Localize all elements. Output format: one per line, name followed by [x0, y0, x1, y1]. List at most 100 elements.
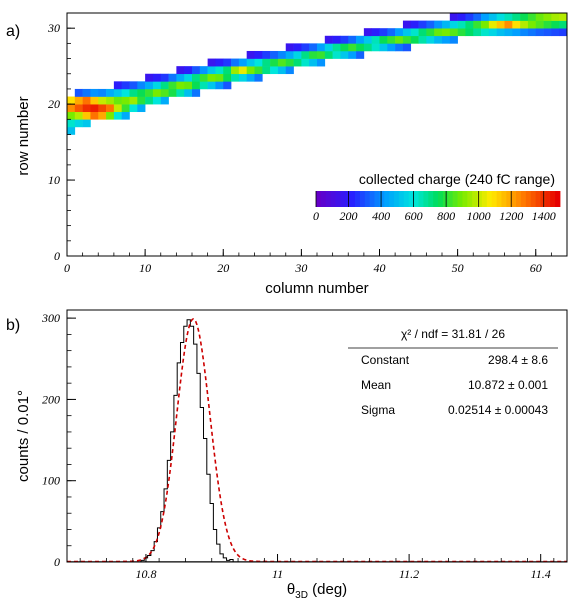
- panel-b-label: b): [6, 317, 20, 334]
- heatmap-cell: [543, 13, 552, 21]
- heatmap-cell: [488, 28, 497, 37]
- heatmap-cell: [254, 66, 263, 75]
- y-tick-label: 200: [42, 392, 60, 406]
- heatmap-cell: [277, 66, 287, 75]
- heatmap-cell: [184, 81, 193, 90]
- heatmap-cell: [496, 20, 505, 29]
- heatmap-cell: [121, 96, 130, 105]
- heatmap-cell: [98, 96, 107, 105]
- heatmap-cell: [152, 81, 162, 90]
- heatmap-cell: [74, 88, 83, 97]
- heatmap-cell: [496, 28, 505, 37]
- heatmap-cell: [67, 104, 76, 113]
- stats-sigma-label: Sigma: [361, 403, 395, 417]
- heatmap-cell: [379, 35, 388, 44]
- heatmap-cell: [137, 88, 146, 97]
- x-tick-label: 20: [217, 261, 229, 275]
- heatmap-cell: [121, 111, 130, 120]
- heatmap-cell: [238, 58, 247, 67]
- heatmap-cell: [168, 73, 177, 82]
- heatmap-cell: [152, 96, 162, 105]
- heatmap-cell: [535, 13, 544, 21]
- heatmap-cell: [449, 35, 458, 44]
- heatmap-cell: [129, 81, 138, 90]
- heatmap-cell: [82, 96, 91, 105]
- heatmap-cell: [520, 20, 529, 29]
- palette-swatch: [555, 191, 561, 207]
- heatmap-cell: [402, 28, 412, 37]
- heatmap-cell: [192, 88, 201, 97]
- heatmap-cell: [262, 50, 271, 59]
- histogram-outline: [140, 319, 234, 562]
- palette-swatch: [403, 191, 410, 207]
- stats-mean-label: Mean: [361, 378, 391, 392]
- heatmap-cell: [160, 96, 169, 105]
- heatmap-cell: [512, 20, 521, 29]
- heatmap-cell: [137, 96, 146, 105]
- palette-tick-label: 400: [372, 209, 390, 223]
- heatmap-cell: [176, 73, 185, 82]
- heatmap-cell: [465, 13, 474, 21]
- heatmap-cell: [371, 43, 380, 52]
- x-tick-label: 10: [139, 261, 151, 275]
- heatmap-cell: [246, 50, 255, 59]
- heatmap-cell: [442, 35, 451, 44]
- palette-ticks: 0 200 400 600 800 1000 1200 1400: [313, 191, 556, 223]
- heatmap-cell: [434, 28, 443, 37]
- heatmap-cell: [82, 111, 91, 120]
- heatmap-cell: [457, 13, 466, 21]
- heatmap-cells: [67, 13, 568, 135]
- heatmap-cell: [481, 28, 490, 37]
- heatmap-cell: [512, 13, 521, 21]
- heatmap-cell: [496, 13, 505, 21]
- palette-swatch: [506, 191, 512, 207]
- heatmap-y-ticks: 0 10 20 30: [47, 12, 75, 263]
- heatmap-cell: [293, 50, 302, 59]
- heatmap-x-ticks: 0 10 20 30 40 50 60: [64, 249, 568, 275]
- heatmap-cell: [473, 13, 482, 21]
- heatmap-cell: [293, 43, 302, 52]
- heatmap-cell: [379, 43, 388, 52]
- heatmap-cell: [488, 13, 497, 21]
- palette-swatch: [525, 191, 532, 207]
- heatmap-cell: [215, 58, 224, 67]
- heatmap-cell: [559, 20, 568, 29]
- heatmap-cell: [67, 111, 76, 120]
- heatmap-cell: [410, 35, 419, 44]
- heatmap-cell: [176, 66, 185, 75]
- heatmap-cell: [199, 81, 208, 90]
- heatmap-cell: [348, 43, 357, 52]
- heatmap-cell: [160, 88, 169, 97]
- palette-swatches: [316, 191, 561, 207]
- heatmap-cell: [402, 43, 412, 52]
- heatmap-cell: [160, 73, 169, 82]
- heatmap-cell: [145, 73, 154, 82]
- x-tick-label: 11.2: [399, 567, 419, 581]
- x-tick-label: 60: [530, 261, 542, 275]
- palette-tick-label: 1000: [467, 209, 491, 223]
- histogram-bin: [194, 344, 197, 562]
- heatmap-cell: [488, 20, 497, 29]
- heatmap-cell: [449, 13, 458, 21]
- palette-swatch: [345, 191, 351, 207]
- palette-swatch: [379, 191, 385, 207]
- heatmap-cell: [277, 58, 287, 67]
- palette-swatch: [398, 191, 405, 207]
- heatmap-cell: [223, 81, 232, 90]
- heatmap-y-label: row number: [15, 96, 32, 175]
- palette-swatch: [486, 191, 493, 207]
- heatmap-cell: [520, 13, 529, 21]
- heatmap-cell: [332, 43, 341, 52]
- heatmap-cell: [527, 13, 537, 21]
- heatmap-cell: [74, 104, 83, 113]
- palette-swatch: [530, 191, 536, 207]
- palette-swatch: [389, 191, 395, 207]
- heatmap-cell: [551, 20, 560, 29]
- heatmap-cell: [113, 111, 122, 120]
- heatmap-cell: [449, 28, 458, 37]
- heatmap-cell: [465, 20, 474, 29]
- heatmap-cell: [465, 28, 474, 37]
- heatmap-cell: [254, 58, 263, 67]
- palette-tick-label: 200: [340, 209, 358, 223]
- palette-swatch: [501, 191, 507, 207]
